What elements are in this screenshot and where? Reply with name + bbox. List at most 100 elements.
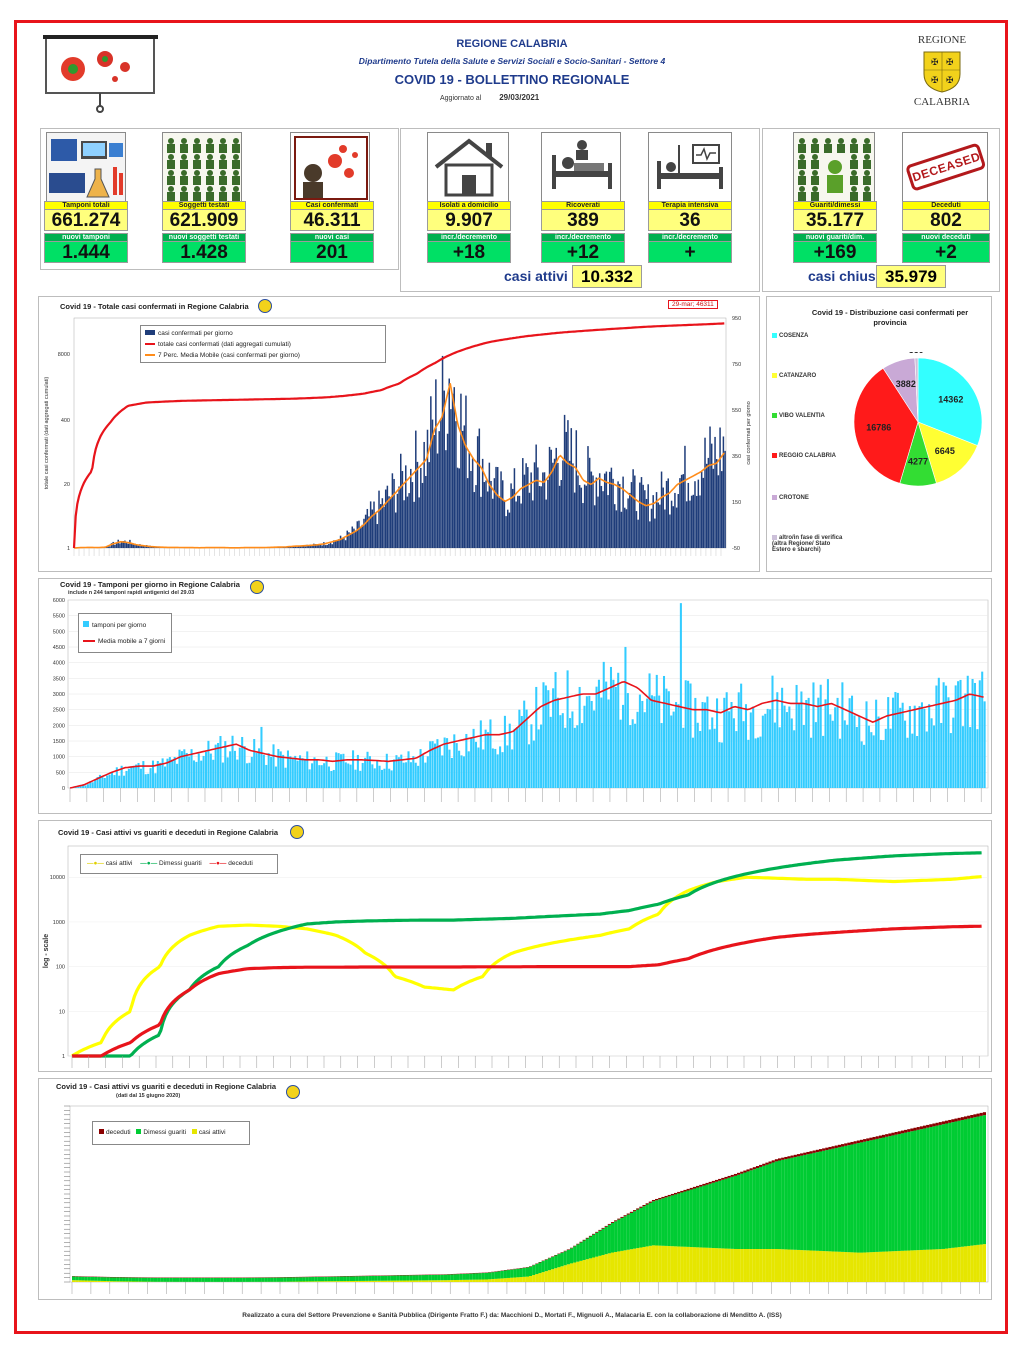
swab-bar — [508, 723, 511, 788]
swab-bar — [793, 730, 796, 788]
y-tick: 4500 — [53, 645, 65, 651]
stacked-bar-recovered — [919, 1129, 923, 1250]
swab-bar — [778, 727, 781, 788]
stacked-bar-deaths — [853, 1141, 857, 1144]
daily-case-bar — [112, 541, 114, 548]
updated-row: Aggiornato al 29/03/2021 — [440, 93, 539, 102]
swab-bar — [650, 695, 653, 788]
stacked-bar-deaths — [658, 1197, 662, 1200]
swab-bar — [638, 694, 641, 788]
swab-bar — [368, 756, 371, 788]
swab-bar — [696, 722, 699, 788]
swab-bar — [655, 674, 658, 788]
stacked-bar-active — [629, 1249, 634, 1282]
stacked-bar-deaths — [633, 1210, 637, 1212]
cumulative-cases-line — [72, 322, 725, 549]
stacked-bar-recovered — [866, 1140, 870, 1253]
legend-item-recovered: —●— Dimessi guariti — [140, 860, 202, 867]
stacked-bar-recovered — [692, 1188, 697, 1248]
stacked-bar-recovered — [825, 1150, 829, 1252]
swab-bar — [82, 784, 85, 788]
daily-case-bar — [645, 498, 648, 548]
stacked-bar-active — [919, 1249, 923, 1282]
region-logo: REGIONE ✠ ✠ ✠ ✠ CALABRIA — [904, 34, 980, 116]
stacked-bar-active — [525, 1276, 529, 1282]
swab-bar — [554, 672, 557, 788]
stacked-bar-deaths — [970, 1115, 974, 1118]
stacked-bar-recovered — [472, 1273, 476, 1280]
stacked-bar-active — [563, 1265, 567, 1282]
stacked-bar-recovered — [620, 1217, 624, 1251]
stat-delta-value: + — [648, 241, 732, 263]
stacked-bar-recovered — [144, 1277, 148, 1282]
daily-case-bar — [598, 473, 601, 548]
stacked-bar-deaths — [926, 1124, 930, 1128]
stacked-bar-active — [752, 1249, 756, 1282]
stacked-bar-active — [617, 1251, 621, 1282]
swab-bar — [643, 712, 646, 788]
stacked-bar-recovered — [610, 1222, 615, 1253]
stacked-bar-deaths — [648, 1201, 652, 1203]
stacked-bar-deaths — [891, 1132, 895, 1136]
daily-case-bar — [481, 458, 484, 548]
daily-case-bar — [423, 441, 425, 548]
daily-case-bar — [719, 427, 721, 548]
stacked-bar-recovered — [377, 1275, 381, 1281]
stacked-bar-recovered — [295, 1277, 299, 1282]
stacked-bar-recovered — [573, 1246, 577, 1263]
stacked-chart-legend: deceduti Dimessi guariti casi attivi — [92, 1121, 250, 1145]
stacked-bar-active — [891, 1251, 895, 1282]
daily-case-bar — [348, 532, 350, 548]
stacked-bar-deaths — [863, 1139, 867, 1142]
daily-case-bar — [368, 516, 370, 548]
stacked-bar-active — [976, 1244, 980, 1282]
daily-case-bar — [528, 492, 531, 548]
stacked-bar-recovered — [437, 1274, 441, 1281]
swab-bar — [911, 733, 914, 788]
stacked-bar-recovered — [333, 1276, 337, 1282]
daily-case-bar — [351, 526, 354, 548]
stacked-bar-active — [759, 1249, 763, 1282]
legend-item-active: —●— casi attivi — [87, 860, 133, 867]
swabs-chart-subtitle: include n 244 tamponi rapidi antigenici … — [68, 590, 195, 596]
daily-case-bar — [667, 478, 669, 548]
swab-bar — [294, 755, 297, 788]
swab-bar — [482, 749, 485, 788]
stacked-bar-deaths — [705, 1182, 709, 1185]
stacked-bar-recovered — [242, 1277, 246, 1282]
y-tick-right: 150 — [732, 500, 741, 506]
confirmed-chart-title: Covid 19 - Totale casi confermati in Reg… — [60, 302, 249, 311]
swab-bar — [332, 769, 335, 788]
daily-case-bar — [453, 387, 456, 548]
swab-bar — [101, 777, 104, 788]
stacked-bar-active — [305, 1281, 309, 1282]
stacked-bar-active — [967, 1245, 971, 1282]
swab-bar — [836, 697, 839, 788]
stacked-bar-deaths — [601, 1227, 605, 1229]
stacked-bar-recovered — [450, 1274, 454, 1281]
daily-case-bar — [480, 496, 482, 548]
stacked-bar-deaths — [689, 1187, 693, 1190]
swab-bar — [882, 740, 885, 788]
swab-bar — [238, 747, 241, 788]
swab-bar — [923, 708, 926, 788]
stacked-bar-active — [806, 1250, 810, 1282]
stacked-bar-recovered — [809, 1153, 813, 1251]
daily-case-bar — [394, 512, 397, 548]
pie-legend-item: REGGIO CALABRIA — [772, 453, 848, 459]
stat-delta-value: 1.428 — [162, 241, 246, 263]
daily-case-bar — [115, 542, 118, 548]
stacked-bar-recovered — [982, 1115, 986, 1245]
swab-bar — [323, 763, 326, 788]
stacked-bar-active — [607, 1253, 611, 1282]
stacked-bar-recovered — [595, 1232, 599, 1257]
daily-case-bar — [550, 449, 552, 548]
swab-bar — [308, 769, 311, 788]
stacked-bar-deaths — [941, 1121, 946, 1125]
stacked-bar-deaths — [932, 1123, 936, 1127]
daily-case-bar — [328, 543, 330, 548]
stacked-bar-active — [484, 1279, 489, 1282]
swab-bar — [817, 697, 820, 788]
swab-bar — [470, 738, 473, 788]
daily-case-bar — [690, 495, 693, 548]
